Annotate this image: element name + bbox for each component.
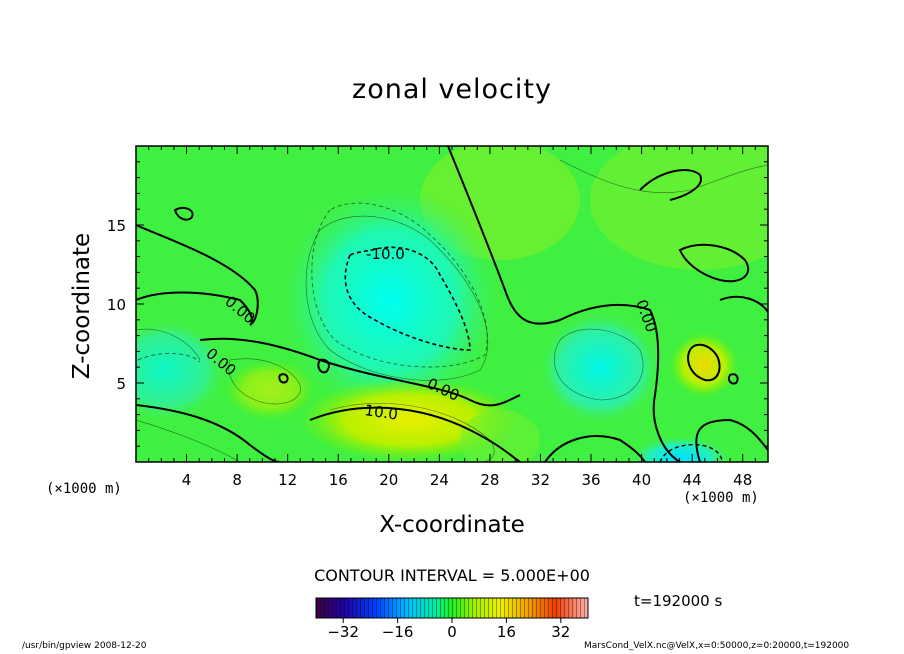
y-axis-label: Z-coordinate bbox=[69, 232, 95, 380]
x-tick-label: 32 bbox=[531, 471, 550, 489]
x-tick-label: 8 bbox=[232, 471, 242, 489]
field-negative-bottom bbox=[630, 436, 730, 462]
contour-label: 10.0 bbox=[363, 401, 399, 423]
x-tick-label: 28 bbox=[480, 471, 499, 489]
colorbar-tick-label: −32 bbox=[327, 623, 359, 641]
x-tick-label: 36 bbox=[581, 471, 600, 489]
field-patch bbox=[590, 146, 768, 270]
x-tick-label: 4 bbox=[182, 471, 192, 489]
x-unit-label-right: (×1000 m) bbox=[683, 490, 759, 506]
x-tick-label: 44 bbox=[683, 471, 702, 489]
y-tick-label: 5 bbox=[116, 375, 126, 393]
colorbar-tick-label: −16 bbox=[382, 623, 414, 641]
footer-left: /usr/bin/gpview 2008-12-20 bbox=[22, 641, 147, 651]
x-tick-label: 12 bbox=[278, 471, 297, 489]
x-tick-label: 48 bbox=[733, 471, 752, 489]
field-positive-12 bbox=[225, 360, 315, 420]
y-axis: 5 10 15 bbox=[107, 161, 768, 447]
zero-contours bbox=[136, 146, 768, 462]
x-tick-label: 20 bbox=[379, 471, 398, 489]
contour-interval-label: CONTOUR INTERVAL = 5.000E+00 bbox=[314, 566, 590, 585]
colorbar: −32 −16 0 16 32 bbox=[315, 597, 589, 641]
x-unit-label-left: (×1000 m) bbox=[46, 481, 122, 497]
field-positive-44 bbox=[670, 333, 738, 397]
time-label: t=192000 s bbox=[634, 592, 723, 610]
footer-right: MarsCond_VelX.nc@VelX,x=0:50000,z=0:2000… bbox=[584, 641, 850, 651]
heatmap-field bbox=[136, 146, 768, 462]
colorbar-tick-label: 0 bbox=[447, 623, 457, 641]
field-negative-left bbox=[136, 320, 225, 420]
x-tick-label: 16 bbox=[329, 471, 348, 489]
contour-label: -10.0 bbox=[366, 245, 405, 263]
x-axis: 4 8 12 16 20 24 28 32 36 40 44 48 bbox=[148, 146, 756, 489]
colorbar-tick-label: 16 bbox=[497, 623, 516, 641]
field-negative-core bbox=[280, 185, 500, 415]
x-tick-label: 24 bbox=[430, 471, 449, 489]
dashed-contours bbox=[137, 202, 723, 462]
field-patch bbox=[460, 410, 540, 462]
x-axis-label: X-coordinate bbox=[379, 512, 525, 538]
colorbar-tick-label: 32 bbox=[551, 623, 570, 641]
y-tick-label: 10 bbox=[107, 296, 126, 314]
chart-title: zonal velocity bbox=[352, 74, 552, 105]
x-tick-label: 40 bbox=[632, 471, 651, 489]
colorbar-stripes bbox=[316, 598, 588, 618]
y-tick-label: 15 bbox=[107, 217, 126, 235]
